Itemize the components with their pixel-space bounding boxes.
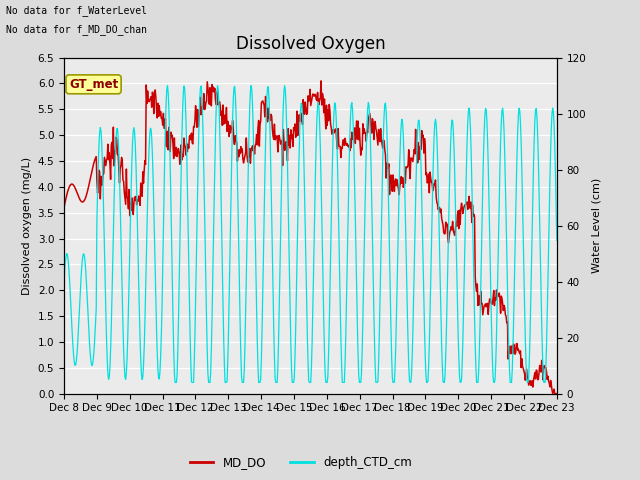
Text: GT_met: GT_met xyxy=(69,78,118,91)
Text: No data for f_MD_DO_chan: No data for f_MD_DO_chan xyxy=(6,24,147,35)
Title: Dissolved Oxygen: Dissolved Oxygen xyxy=(236,35,385,53)
Y-axis label: Dissolved oxygen (mg/L): Dissolved oxygen (mg/L) xyxy=(22,156,32,295)
Text: No data for f_WaterLevel: No data for f_WaterLevel xyxy=(6,5,147,16)
Legend: MD_DO, depth_CTD_cm: MD_DO, depth_CTD_cm xyxy=(185,452,417,474)
Y-axis label: Water Level (cm): Water Level (cm) xyxy=(592,178,602,273)
